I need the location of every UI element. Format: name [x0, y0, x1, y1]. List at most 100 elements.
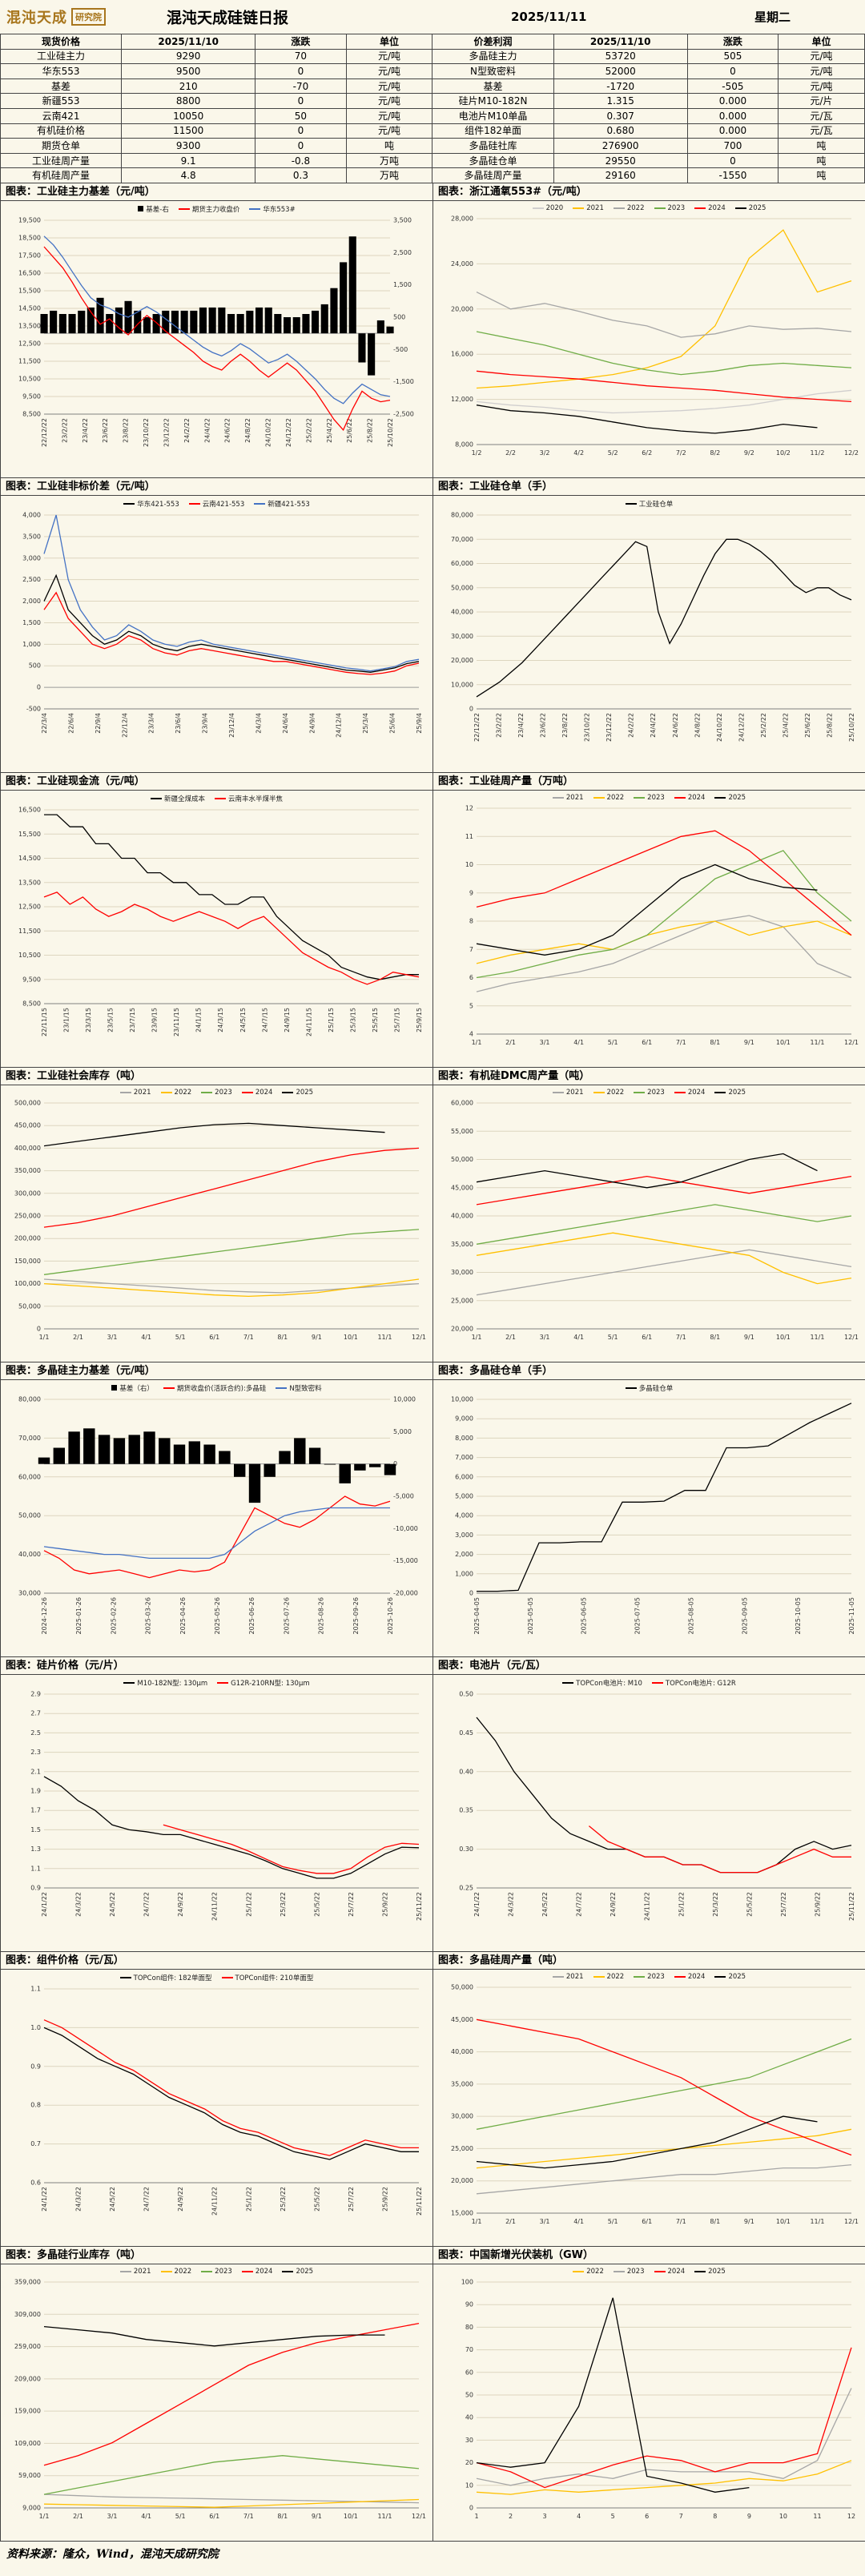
- svg-text:10: 10: [778, 2513, 787, 2520]
- svg-text:6/1: 6/1: [209, 1334, 219, 1341]
- table-row: 云南421 10050 50 元/吨: [1, 108, 433, 124]
- chart-plot: 20,000 25,000 30,000 35,000 40,000 45,000 50,0…: [451, 1099, 859, 1341]
- legend-marker: [593, 1975, 605, 1978]
- legend-marker: [634, 1091, 646, 1093]
- svg-text:23/5/15: 23/5/15: [107, 1008, 114, 1032]
- svg-text:80,000: 80,000: [18, 1395, 41, 1403]
- chart-plot: 9,000 59,000 109,000 159,000 209,000 259,000 3…: [14, 2278, 425, 2520]
- svg-text:8/1: 8/1: [277, 1334, 288, 1341]
- svg-text:4/1: 4/1: [141, 2513, 151, 2520]
- svg-text:6: 6: [645, 2513, 649, 2520]
- legend-label: 2022: [626, 203, 645, 212]
- row-label: N型致密料: [433, 64, 554, 78]
- chart-title: 图表：多晶硅行业库存（吨）: [1, 2247, 432, 2264]
- row-value: 0: [255, 123, 347, 139]
- svg-text:24/4/22: 24/4/22: [650, 713, 657, 738]
- legend-item: 华东553#: [249, 204, 296, 214]
- svg-text:30: 30: [465, 2437, 473, 2444]
- svg-text:23/2/22: 23/2/22: [61, 418, 68, 443]
- row-value: 元/吨: [347, 108, 433, 123]
- svg-text:13,500: 13,500: [18, 322, 41, 329]
- svg-text:40,000: 40,000: [451, 608, 473, 615]
- svg-text:109,000: 109,000: [14, 2440, 40, 2447]
- svg-text:2.9: 2.9: [30, 1690, 41, 1697]
- svg-text:24/12/4: 24/12/4: [335, 713, 342, 738]
- legend-marker: [215, 797, 226, 799]
- svg-text:30,000: 30,000: [451, 633, 473, 640]
- svg-text:450,000: 450,000: [14, 1122, 40, 1129]
- legend-label: G12R-210RN型: 130μm: [231, 1679, 310, 1688]
- legend-item: 期货收盘价(活跃合约):多晶硅: [163, 1383, 266, 1393]
- svg-text:9/1: 9/1: [743, 1039, 754, 1046]
- svg-text:20,000: 20,000: [451, 1325, 473, 1332]
- row-value: 9.1: [122, 153, 256, 168]
- svg-text:2.3: 2.3: [30, 1749, 41, 1756]
- svg-text:159,000: 159,000: [14, 2408, 40, 2415]
- row-value: -70: [255, 78, 347, 94]
- svg-text:10/1: 10/1: [343, 1334, 357, 1341]
- legend-marker: [241, 2270, 253, 2272]
- row-value: 吨: [778, 168, 865, 183]
- svg-text:2,000: 2,000: [22, 598, 41, 605]
- legend-marker: [163, 1387, 175, 1389]
- svg-text:309,000: 309,000: [14, 2311, 40, 2318]
- svg-text:4/2: 4/2: [573, 449, 584, 457]
- row-value: 吨: [347, 139, 433, 153]
- svg-text:19,500: 19,500: [18, 216, 41, 223]
- legend-item: 期货主力收盘价: [178, 204, 239, 214]
- legend-marker: [552, 1091, 564, 1093]
- chart-title: 图表：工业硅仓单（手）: [433, 478, 865, 496]
- row-label: 期货仓单: [1, 139, 123, 153]
- svg-text:15,500: 15,500: [18, 831, 41, 838]
- svg-text:24/7/22: 24/7/22: [143, 1892, 150, 1917]
- report-title: 混沌天成硅链日报: [167, 9, 289, 27]
- svg-text:7/1: 7/1: [243, 1334, 253, 1341]
- svg-text:24/9/4: 24/9/4: [308, 713, 316, 734]
- svg-text:3/1: 3/1: [539, 1039, 549, 1046]
- chart-title: 图表：多晶硅周产量（吨）: [433, 1952, 865, 1970]
- svg-text:50: 50: [465, 2391, 473, 2398]
- svg-text:350,000: 350,000: [14, 1167, 40, 1174]
- svg-text:5: 5: [469, 1002, 473, 1009]
- legend-marker: [625, 1387, 637, 1389]
- svg-text:60,000: 60,000: [451, 560, 473, 567]
- svg-text:2025-05-05: 2025-05-05: [526, 1597, 533, 1635]
- svg-text:50,000: 50,000: [451, 1983, 473, 1990]
- legend-item: 2022: [593, 1089, 624, 1097]
- svg-text:25/1/15: 25/1/15: [327, 1008, 334, 1032]
- legend-item: 2024: [674, 1973, 705, 1981]
- legend-marker: [552, 796, 564, 799]
- svg-text:0.8: 0.8: [30, 2102, 41, 2109]
- chart-title: 图表：工业硅社会库存（吨）: [1, 1068, 432, 1085]
- svg-text:7,000: 7,000: [455, 1454, 473, 1461]
- legend-item: 2021: [573, 204, 604, 212]
- legend-item: 2022: [160, 2268, 191, 2276]
- svg-text:-500: -500: [26, 705, 40, 712]
- table-row: 基差 -1720 -505 元/吨: [432, 78, 865, 95]
- svg-text:2.5: 2.5: [30, 1729, 41, 1737]
- svg-text:300,000: 300,000: [14, 1189, 40, 1197]
- svg-text:6/1: 6/1: [642, 1334, 652, 1341]
- spot-price-table: 现货价格 2025/11/10 涨跌 单位 工业硅主力 9290 70 元/吨 华东553 950…: [1, 34, 433, 183]
- svg-text:0.40: 0.40: [459, 1768, 473, 1775]
- row-value: 0.000: [688, 94, 779, 108]
- chart-1-cell: 图表：工业硅主力基差（元/吨） 基差-右 期货主力收盘价 华东553# 8,500 9,5…: [1, 183, 433, 478]
- row-value: 元/吨: [347, 49, 433, 64]
- svg-text:24/6/4: 24/6/4: [281, 713, 288, 734]
- row-value: 0.3: [255, 168, 347, 183]
- row-value: -1550: [688, 168, 779, 183]
- legend-item: 2025: [714, 1089, 746, 1097]
- svg-text:18,500: 18,500: [18, 234, 41, 241]
- svg-text:25/10/22: 25/10/22: [387, 418, 394, 447]
- legend-item: 多晶硅仓单: [625, 1383, 673, 1393]
- svg-text:25/6/22: 25/6/22: [803, 713, 811, 738]
- svg-text:24/5/22: 24/5/22: [109, 2187, 116, 2212]
- svg-text:2025-10-05: 2025-10-05: [795, 1597, 802, 1635]
- svg-text:0.7: 0.7: [30, 2140, 41, 2147]
- svg-text:8/1: 8/1: [710, 1039, 720, 1046]
- report-weekday: 星期二: [754, 10, 791, 25]
- row-value: -1720: [554, 78, 688, 94]
- table-row: 多晶硅主力 53720 505 元/吨: [432, 49, 865, 65]
- row-value: 53720: [554, 49, 688, 64]
